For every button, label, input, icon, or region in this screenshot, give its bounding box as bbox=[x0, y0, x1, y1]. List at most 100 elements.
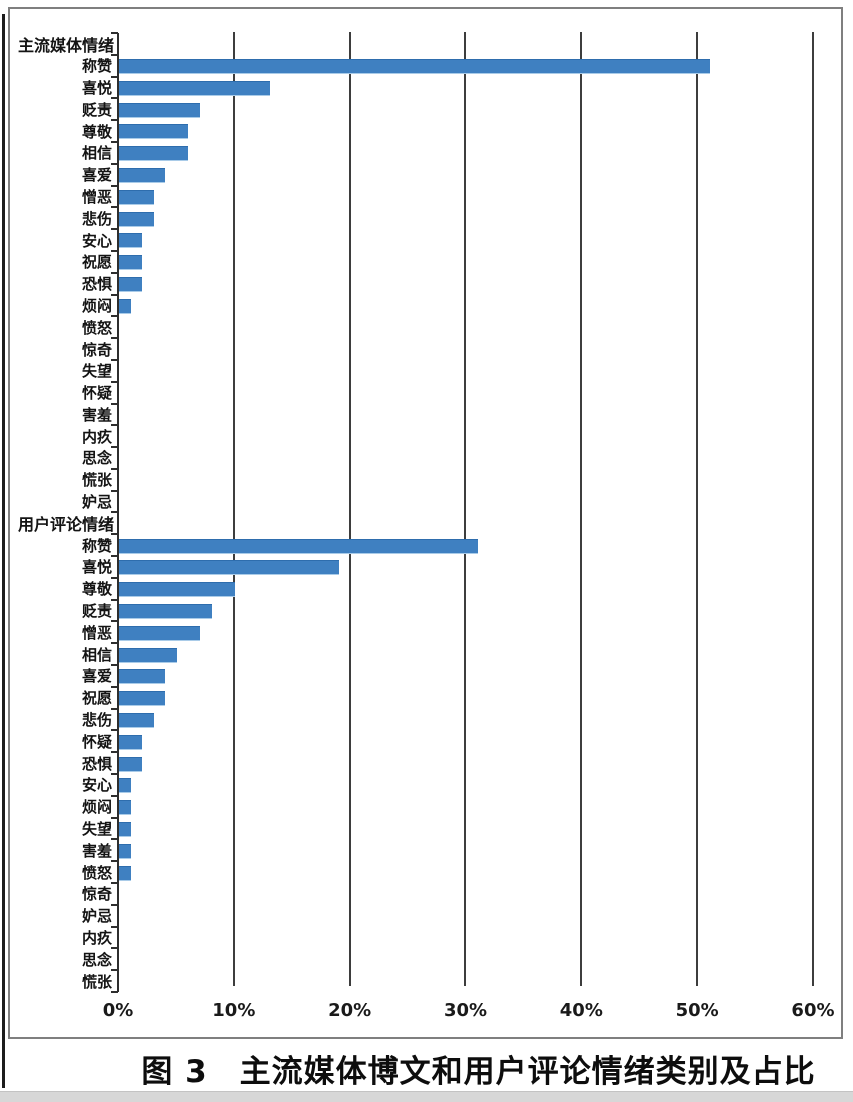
axis-tick bbox=[111, 729, 118, 732]
axis-tick bbox=[111, 489, 118, 492]
category-label: 害羞 bbox=[81, 841, 112, 860]
category-label: 失望 bbox=[81, 362, 112, 381]
category-label: 憎恶 bbox=[81, 623, 112, 642]
bar bbox=[119, 146, 189, 162]
bar bbox=[119, 800, 131, 816]
category-label: 妒忌 bbox=[81, 493, 112, 512]
bar bbox=[119, 778, 131, 794]
bar bbox=[119, 603, 212, 619]
category-label: 恐惧 bbox=[81, 275, 112, 294]
axis-tick bbox=[111, 228, 118, 231]
x-tick-label: 40% bbox=[559, 1000, 603, 1021]
axis-tick bbox=[111, 816, 118, 819]
category-label: 慌张 bbox=[81, 471, 112, 490]
category-label: 怀疑 bbox=[81, 384, 112, 403]
axis-tick bbox=[111, 860, 118, 863]
bar bbox=[119, 582, 235, 598]
category-label: 害羞 bbox=[81, 405, 112, 424]
axis-tick bbox=[111, 140, 118, 143]
axis-tick bbox=[111, 119, 118, 122]
category-label: 称赞 bbox=[81, 536, 112, 555]
bar bbox=[119, 625, 201, 641]
axis-tick bbox=[111, 162, 118, 165]
category-label: 内疚 bbox=[81, 427, 112, 446]
category-label: 恐惧 bbox=[81, 754, 112, 773]
category-label: 惊奇 bbox=[81, 885, 112, 904]
category-label: 称赞 bbox=[81, 57, 112, 76]
category-label: 安心 bbox=[81, 231, 112, 250]
category-label: 祝愿 bbox=[81, 689, 112, 708]
category-label: 憎恶 bbox=[81, 187, 112, 206]
grid-line bbox=[696, 32, 699, 986]
bar bbox=[119, 102, 201, 118]
bar bbox=[119, 843, 131, 859]
axis-tick bbox=[111, 576, 118, 579]
axis-tick bbox=[111, 293, 118, 296]
x-tick-label: 10% bbox=[212, 1000, 256, 1021]
bar bbox=[119, 80, 270, 96]
axis-tick bbox=[111, 467, 118, 470]
axis-tick bbox=[111, 315, 118, 318]
axis-tick bbox=[111, 75, 118, 78]
category-label: 贬责 bbox=[81, 100, 112, 119]
category-label: 惊奇 bbox=[81, 340, 112, 359]
category-label: 慌张 bbox=[81, 972, 112, 991]
axis-tick bbox=[111, 707, 118, 710]
bottom-strip bbox=[0, 1091, 853, 1102]
category-label: 尊敬 bbox=[81, 122, 112, 141]
axis-tick bbox=[111, 337, 118, 340]
bar bbox=[119, 756, 143, 772]
x-tick-label: 60% bbox=[791, 1000, 835, 1021]
bar bbox=[119, 277, 143, 293]
figure-caption: 图 3 主流媒体博文和用户评论情绪类别及占比 bbox=[141, 1054, 816, 1090]
axis-tick bbox=[111, 664, 118, 667]
axis-tick bbox=[111, 990, 118, 993]
bar bbox=[119, 189, 154, 205]
axis-tick bbox=[111, 794, 118, 797]
axis-tick bbox=[111, 882, 118, 884]
axis-tick bbox=[111, 358, 118, 361]
bar bbox=[119, 124, 189, 140]
bar bbox=[119, 669, 166, 685]
bar bbox=[119, 734, 143, 750]
bar bbox=[119, 821, 131, 837]
category-label: 喜爱 bbox=[81, 166, 112, 185]
axis-tick bbox=[111, 249, 118, 252]
axis-tick bbox=[111, 773, 118, 776]
category-label: 思念 bbox=[81, 449, 112, 468]
axis-tick bbox=[111, 97, 118, 100]
axis-tick bbox=[111, 511, 118, 514]
group-header-label: 主流媒体情绪 bbox=[17, 35, 114, 55]
bar bbox=[119, 168, 166, 184]
x-tick-label: 50% bbox=[675, 1000, 719, 1021]
axis-tick bbox=[111, 751, 118, 754]
category-label: 悲伤 bbox=[81, 209, 112, 228]
axis-tick bbox=[111, 642, 118, 645]
x-tick-label: 0% bbox=[102, 1000, 134, 1021]
category-label: 妒忌 bbox=[81, 907, 112, 926]
axis-tick bbox=[111, 533, 118, 536]
category-label: 贬责 bbox=[81, 602, 112, 621]
bar bbox=[119, 298, 131, 314]
category-label: 烦闷 bbox=[81, 798, 112, 817]
category-label: 安心 bbox=[81, 776, 112, 795]
category-label: 喜悦 bbox=[81, 558, 112, 577]
category-label: 喜悦 bbox=[81, 78, 112, 97]
bar bbox=[119, 211, 154, 227]
bar bbox=[119, 712, 154, 728]
axis-tick bbox=[111, 685, 118, 688]
axis-tick bbox=[111, 206, 118, 209]
axis-tick bbox=[111, 446, 118, 449]
axis-tick bbox=[111, 620, 118, 623]
axis-tick bbox=[111, 32, 118, 34]
y-axis-line bbox=[117, 33, 119, 992]
bar bbox=[119, 255, 143, 271]
axis-tick bbox=[111, 969, 118, 972]
axis-tick bbox=[111, 380, 118, 383]
bar bbox=[119, 560, 340, 576]
grid-line bbox=[348, 32, 351, 986]
category-label: 相信 bbox=[81, 144, 112, 163]
grid-line bbox=[232, 32, 235, 986]
category-label: 祝愿 bbox=[81, 253, 112, 272]
axis-tick bbox=[111, 925, 118, 928]
